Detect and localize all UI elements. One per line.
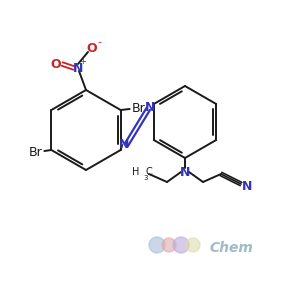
Text: 3: 3 bbox=[143, 175, 148, 181]
Text: C: C bbox=[146, 167, 153, 177]
Text: +: + bbox=[80, 58, 86, 67]
Text: -: - bbox=[97, 37, 101, 47]
Text: N: N bbox=[145, 101, 155, 114]
Text: N: N bbox=[242, 179, 252, 193]
Text: N: N bbox=[119, 138, 129, 151]
Text: H: H bbox=[132, 167, 139, 177]
Text: Br: Br bbox=[132, 101, 145, 115]
Text: N: N bbox=[73, 61, 83, 74]
Circle shape bbox=[149, 237, 165, 253]
Circle shape bbox=[186, 238, 200, 252]
Circle shape bbox=[162, 238, 176, 252]
Text: Chem: Chem bbox=[210, 241, 254, 255]
Text: Br: Br bbox=[28, 146, 42, 158]
Circle shape bbox=[173, 237, 189, 253]
Text: O: O bbox=[87, 41, 97, 55]
Text: O: O bbox=[51, 58, 61, 70]
Text: N: N bbox=[180, 166, 190, 178]
